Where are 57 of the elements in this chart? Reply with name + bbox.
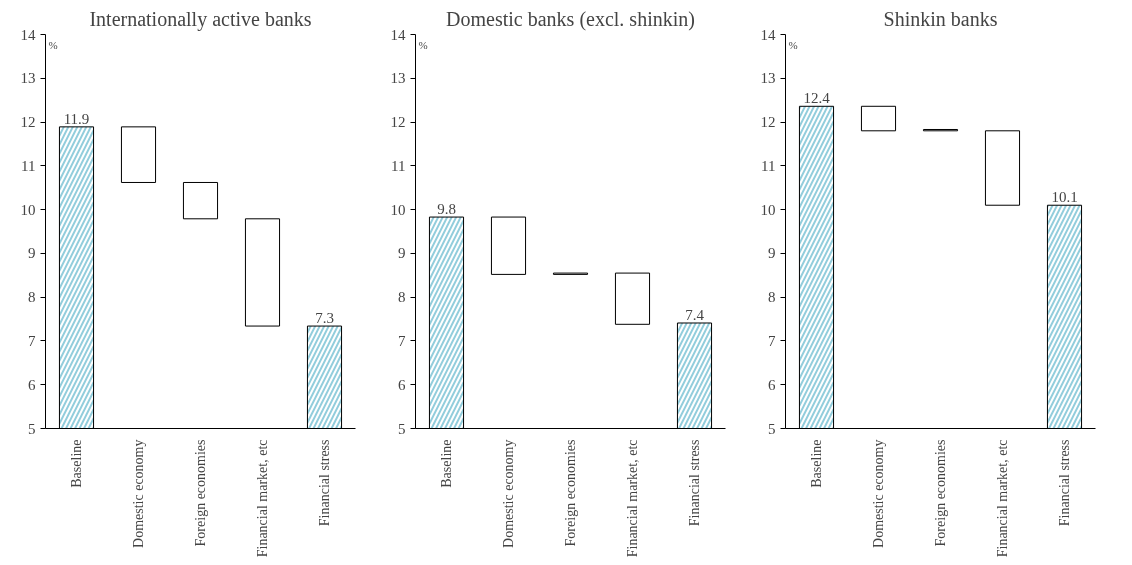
data-label: 7.3 bbox=[315, 310, 334, 327]
x-tick-label: Domestic economy bbox=[871, 439, 886, 548]
y-tick-label: 12 bbox=[760, 114, 776, 131]
y-tick-label: 8 bbox=[28, 289, 36, 306]
y-tick-label: 10 bbox=[390, 201, 406, 218]
x-tick-label: Financial stress bbox=[1057, 439, 1072, 527]
y-tick-label: 11 bbox=[21, 157, 36, 174]
y-tick-label: 13 bbox=[20, 70, 36, 87]
x-tick-label: Foreign economies bbox=[933, 439, 948, 547]
data-label: 9.8 bbox=[437, 201, 456, 218]
y-tick-label: 5 bbox=[28, 420, 36, 437]
y-tick-label: 6 bbox=[398, 376, 406, 393]
x-tick-label: Baseline bbox=[809, 439, 824, 488]
y-tick-label: 10 bbox=[20, 201, 36, 218]
chart-title: Domestic banks (excl. shinkin) bbox=[446, 7, 695, 31]
y-tick-label: 6 bbox=[768, 376, 776, 393]
y-tick-label: 13 bbox=[760, 70, 776, 87]
y-axis-title: % bbox=[788, 38, 798, 51]
x-tick-label: Foreign economies bbox=[563, 439, 578, 547]
x-tick-label: Financial market, etc bbox=[995, 439, 1010, 558]
x-tick-label: Baseline bbox=[69, 439, 84, 488]
y-tick-label: 9 bbox=[768, 245, 776, 262]
y-tick-label: 7 bbox=[768, 332, 776, 349]
y-tick-label: 12 bbox=[20, 114, 36, 131]
y-tick-label: 8 bbox=[398, 289, 406, 306]
y-tick-label: 9 bbox=[28, 245, 36, 262]
y-tick-label: 10 bbox=[760, 201, 776, 218]
x-tick-label: Financial stress bbox=[317, 439, 332, 527]
y-tick-label: 11 bbox=[391, 157, 406, 174]
data-label: 7.4 bbox=[685, 307, 705, 323]
data-label: 12.4 bbox=[803, 90, 831, 107]
y-tick-label: 14 bbox=[390, 26, 406, 43]
y-tick-label: 12 bbox=[390, 114, 406, 131]
x-tick-label: Financial stress bbox=[687, 439, 702, 527]
x-tick-label: Domestic economy bbox=[131, 439, 146, 548]
y-tick-label: 8 bbox=[768, 289, 776, 306]
x-tick-label: Financial market, etc bbox=[255, 439, 270, 558]
y-tick-label: 7 bbox=[28, 332, 36, 349]
y-tick-label: 5 bbox=[768, 420, 776, 437]
y-tick-label: 9 bbox=[398, 245, 406, 262]
y-tick-label: 5 bbox=[398, 420, 406, 437]
y-tick-label: 7 bbox=[398, 332, 406, 349]
y-axis-title: % bbox=[48, 38, 58, 51]
y-tick-label: 13 bbox=[390, 70, 406, 87]
y-tick-label: 11 bbox=[761, 157, 776, 174]
y-tick-label: 6 bbox=[28, 376, 36, 393]
x-tick-label: Financial market, etc bbox=[625, 439, 640, 558]
y-tick-label: 14 bbox=[760, 26, 776, 43]
y-axis-title: % bbox=[418, 38, 428, 51]
x-tick-label: Domestic economy bbox=[501, 439, 516, 548]
data-label: 10.1 bbox=[1051, 189, 1078, 206]
data-label: 11.9 bbox=[63, 110, 90, 127]
x-tick-label: Foreign economies bbox=[193, 439, 208, 547]
x-tick-label: Baseline bbox=[439, 439, 454, 488]
chart-title: Shinkin banks bbox=[883, 7, 998, 30]
chart-title: Internationally active banks bbox=[89, 7, 312, 31]
y-tick-label: 14 bbox=[20, 26, 36, 43]
